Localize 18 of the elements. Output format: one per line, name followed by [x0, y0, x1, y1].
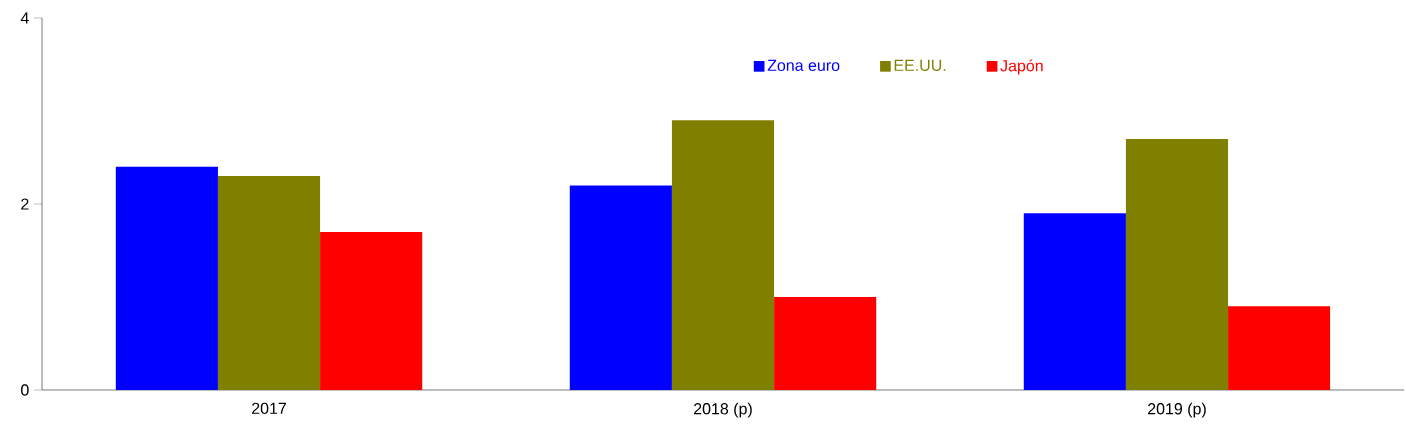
bar — [569, 185, 672, 390]
legend-label: EE.UU. — [894, 59, 946, 72]
y-tick-label: 0 — [21, 384, 29, 396]
y-tick-label: 4 — [20, 12, 29, 24]
bar — [774, 296, 877, 390]
bar — [1023, 213, 1126, 390]
legend-label: Zona euro — [767, 59, 840, 72]
x-tick-label: 2019 (p) — [1148, 402, 1206, 418]
bar — [671, 120, 775, 390]
bar — [1125, 138, 1229, 390]
bar — [1228, 306, 1331, 390]
legend-label: Japón — [1000, 59, 1043, 75]
bar — [217, 176, 321, 390]
x-tick-label: 2018 (p) — [694, 402, 752, 418]
bar — [320, 231, 423, 390]
y-tick-label: 2 — [21, 198, 29, 210]
x-tick-label: 2017 — [252, 402, 286, 415]
bar — [115, 166, 218, 390]
